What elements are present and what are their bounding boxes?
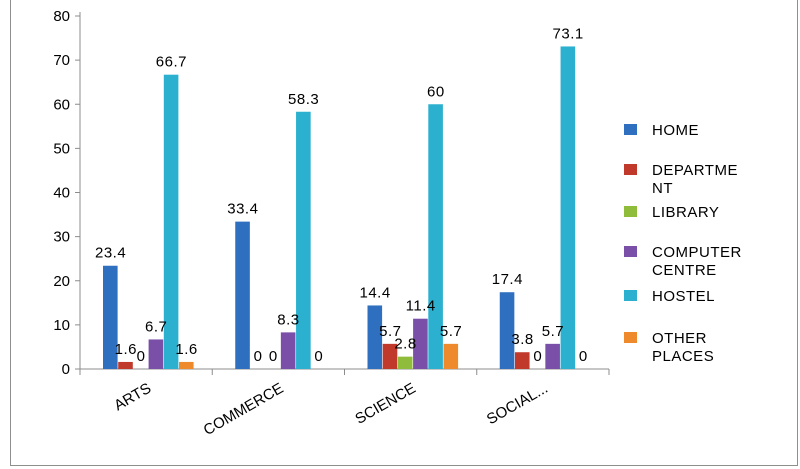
- legend-label: HOSTEL: [652, 288, 715, 305]
- bar-home: [367, 305, 383, 369]
- data-label: 58.3: [288, 91, 319, 108]
- y-tick-label: 30: [53, 229, 70, 246]
- legend-swatch: [624, 124, 637, 135]
- legend-swatch: [624, 246, 637, 257]
- legend-item: HOME: [624, 122, 699, 139]
- data-label: 33.4: [227, 201, 258, 218]
- bar-computer-centre: [148, 339, 164, 369]
- data-label: 6.7: [145, 318, 167, 335]
- bar-hostel: [560, 46, 576, 369]
- chart-bars: [103, 46, 576, 369]
- bar-other-places: [443, 343, 459, 369]
- data-label: 17.4: [492, 271, 523, 288]
- bar-computer-centre: [413, 318, 428, 369]
- y-tick-label: 40: [53, 185, 70, 202]
- data-label: 2.8: [394, 336, 416, 353]
- x-category-label: SOCIAL...: [484, 380, 551, 428]
- data-label: 14.4: [359, 284, 390, 301]
- chart-data-labels: 23.41.6 06.766.71.633.40 08.358.3014.45.72…: [95, 25, 588, 365]
- data-label: 5.7: [379, 323, 401, 340]
- legend-label: PLACES: [652, 348, 714, 365]
- data-label: 66.7: [156, 54, 187, 71]
- legend-label: LIBRARY: [652, 204, 719, 221]
- x-category-label: SCIENCE: [352, 380, 418, 428]
- legend-swatch: [624, 290, 637, 301]
- legend-item: LIBRARY: [624, 204, 719, 221]
- y-tick-label: 10: [53, 317, 70, 334]
- y-tick-label: 80: [53, 8, 70, 25]
- data-label: 0: [533, 348, 542, 365]
- data-label: 1.6: [115, 341, 137, 358]
- bar-computer-centre: [280, 332, 296, 369]
- legend-label: NT: [652, 180, 673, 197]
- chart-frame: [10, 0, 798, 466]
- y-tick-label: 0: [62, 361, 70, 378]
- bar-department: [118, 361, 133, 369]
- data-label: 3.8: [511, 331, 533, 348]
- data-label: 0: [137, 348, 146, 365]
- bar-hostel: [296, 111, 311, 369]
- data-label: 0: [314, 348, 323, 365]
- data-label: 1.6: [175, 341, 197, 358]
- legend-label: DEPARTME: [652, 162, 738, 179]
- y-tick-label: 50: [53, 140, 70, 157]
- bar-department: [382, 343, 398, 369]
- x-category-label: COMMERCE: [201, 380, 287, 439]
- data-label: 0: [254, 348, 263, 365]
- data-label: 73.1: [553, 25, 584, 42]
- y-tick-label: 70: [53, 52, 70, 69]
- x-category-label: ARTS: [111, 380, 154, 415]
- data-label: 5.7: [542, 323, 564, 340]
- bar-library: [397, 356, 413, 369]
- y-tick-label: 20: [53, 273, 70, 290]
- bar-computer-centre: [545, 343, 560, 369]
- bar-other-places: [179, 361, 194, 369]
- chart-axes: 0 10 20 30 40 50 60 70 80 ARTS COMMERCE SCIENCE SOCI…: [53, 8, 610, 439]
- data-label: 11.4: [406, 298, 436, 315]
- legend-swatch: [624, 206, 637, 217]
- bar-home: [499, 292, 515, 369]
- legend-label: CENTRE: [652, 262, 717, 279]
- y-tick-label: 60: [53, 96, 70, 113]
- bar-home: [103, 265, 118, 369]
- legend-label: HOME: [652, 122, 699, 139]
- bar-department: [514, 352, 530, 369]
- data-label: 5.7: [440, 323, 462, 340]
- data-label: 23.4: [95, 245, 126, 262]
- legend-label: OTHER: [652, 330, 707, 347]
- bar-hostel: [428, 104, 443, 369]
- legend-item: HOSTEL: [624, 288, 715, 305]
- data-label: 0: [269, 348, 278, 365]
- bar-hostel: [163, 74, 179, 369]
- legend-swatch: [624, 332, 637, 343]
- data-label: 8.3: [277, 311, 299, 328]
- legend-label: COMPUTER: [652, 244, 742, 261]
- bar-home: [235, 221, 250, 369]
- data-label: 0: [579, 348, 588, 365]
- legend-swatch: [624, 164, 637, 175]
- data-label: 60: [427, 83, 445, 100]
